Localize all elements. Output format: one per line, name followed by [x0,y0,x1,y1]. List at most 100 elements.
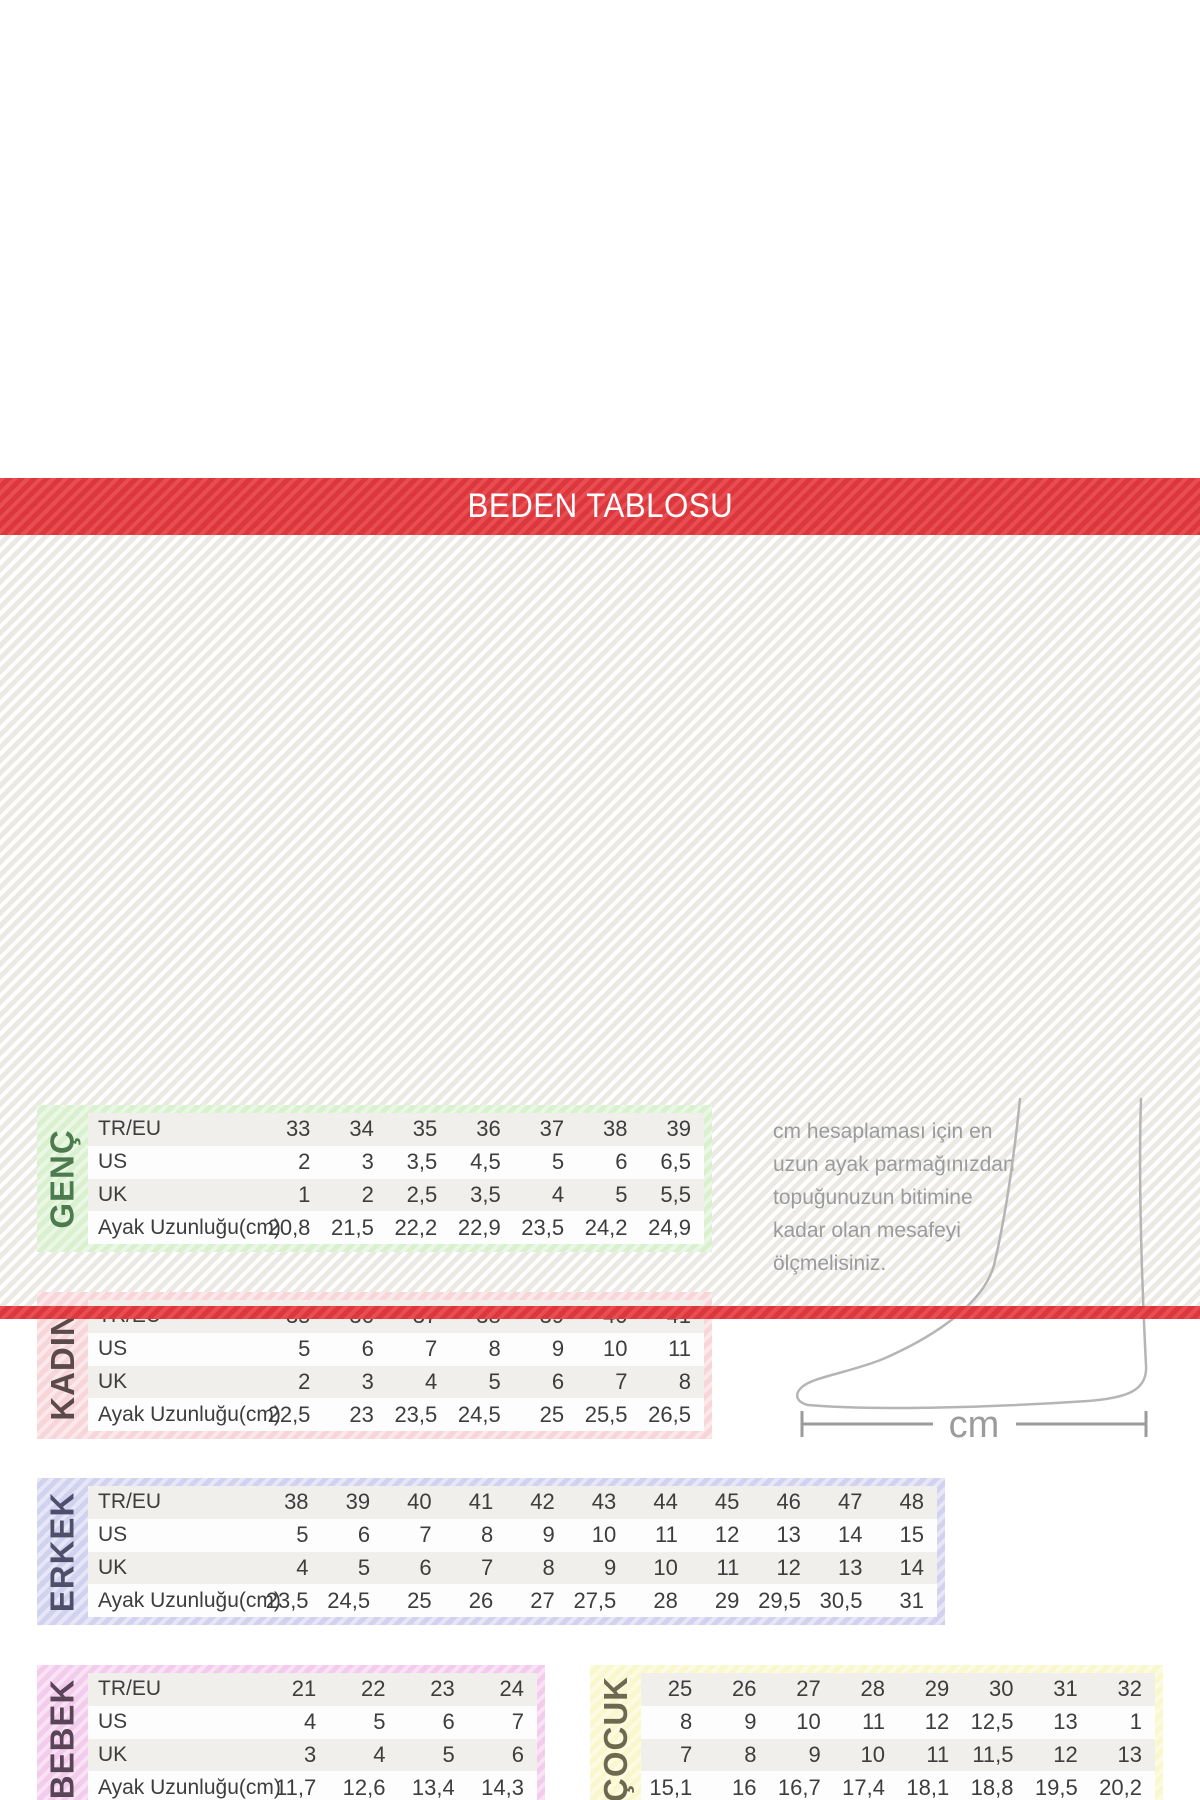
size-cell: 7 [680,1741,693,1767]
size-cell: 41 [468,1489,494,1515]
row-cells: 22,5 23 23,5 24,5 25 25,5 26,5 [260,1398,704,1431]
table-row: TR/EU 33 34 35 36 37 38 39 [88,1113,704,1146]
size-cell: 6 [361,1336,374,1362]
size-cell: 14,3 [481,1774,524,1800]
size-cell: 10 [653,1554,678,1580]
instruction-line: kadar olan mesafeyi [773,1219,961,1242]
row-cells: 33 34 35 36 37 38 39 [260,1113,704,1146]
size-cell: 6 [419,1554,432,1580]
size-grid: TR/EU 21 22 23 24 US 4 5 6 7 UK 3 4 5 6 Ayak Uzun… [88,1673,537,1800]
size-cell: 8 [488,1336,501,1362]
size-cell: 22,5 [267,1401,311,1427]
table-row: 8 9 10 11 12 12,5 13 1 [641,1705,1155,1739]
row-cells: 2 3 4 5 6 7 8 [260,1366,704,1399]
row-cells: 8 9 10 11 12 12,5 13 1 [641,1706,1155,1739]
size-cell: 25 [539,1401,565,1427]
size-cell: 27 [796,1676,821,1702]
size-cell: 40 [407,1489,432,1515]
size-cell: 13 [1053,1709,1078,1735]
row-cells: 15,1 16 16,7 17,4 18,1 18,8 19,5 20,2 [641,1771,1155,1800]
size-cell: 18,1 [906,1774,950,1800]
table-row: US 2 3 3,5 4,5 5 6 6,5 [88,1145,704,1179]
table-row: US 5 6 7 8 9 10 11 [88,1332,704,1366]
size-cell: 22,2 [394,1214,438,1240]
table-row: TR/EU 38 39 40 41 42 43 44 45 46 47 48 [88,1486,937,1519]
row-cells: 25 26 27 28 29 30 31 32 [641,1673,1155,1706]
size-cell: 9 [551,1336,565,1362]
size-cell: 9 [604,1554,617,1580]
size-table-cocuk: ÇOCUK 25 26 27 28 29 30 31 32 8 9 10 11 12 12,5 13 1 7… [590,1665,1163,1800]
page-title: BEDEN TABLOSU [467,487,733,525]
size-cell: 8 [680,1709,693,1735]
row-cells: 2 3 3,5 4,5 5 6 6,5 [260,1146,704,1179]
measure-line [800,1411,1148,1437]
measurement-instruction: cm hesaplaması için en uzun ayak parmağı… [773,1115,1063,1280]
row-label: UK [98,1555,128,1579]
size-cell: 8 [744,1741,757,1767]
size-cell: 9 [744,1709,757,1735]
instruction-line: topuğunuzun bitimine [773,1186,973,1209]
row-label: Ayak Uzunluğu(cm) [98,1402,281,1426]
size-cell: 9 [542,1522,555,1548]
size-table-genc: GENÇ TR/EU 33 34 35 36 37 38 39 US 2 3 3,5 4,5 5 6 6… [37,1105,712,1252]
size-cell: 42 [530,1489,555,1515]
size-cell: 24,5 [457,1401,501,1427]
size-cell: 23,5 [521,1214,565,1240]
size-cell: 25 [667,1676,693,1702]
size-cell: 44 [653,1489,678,1515]
size-cell: 23,5 [394,1401,438,1427]
size-cell: 4 [296,1554,309,1580]
size-cell: 23,5 [265,1587,309,1613]
size-cell: 4,5 [470,1149,501,1175]
table-row: Ayak Uzunluğu(cm) 22,5 23 23,5 24,5 25 25,5 26… [88,1398,704,1431]
instruction-line: ölçmelisiniz. [773,1252,887,1275]
size-cell: 24 [499,1676,524,1702]
size-cell: 5,5 [660,1181,691,1207]
content-area: GENÇ TR/EU 33 34 35 36 37 38 39 US 2 3 3,5 4,5 5 6 6… [0,535,1200,1800]
size-cell: 7 [480,1554,494,1580]
row-cells: 20,8 21,5 22,2 22,9 23,5 24,2 24,9 [260,1211,704,1244]
group-label-genc: GENÇ [37,1113,88,1244]
size-grid: 25 26 27 28 29 30 31 32 8 9 10 11 12 12,5 13 1 7 8 9 10 11… [641,1673,1155,1800]
size-cell: 5 [296,1522,309,1548]
group-label-text: GENÇ [43,1128,81,1229]
size-cell: 7 [511,1709,524,1735]
size-cell: 2 [298,1368,311,1394]
size-cell: 5 [615,1181,628,1207]
size-cell: 38 [284,1489,309,1515]
instruction-line: cm hesaplaması için en [773,1120,993,1143]
row-label: UK [98,1742,128,1766]
size-cell: 35 [412,1116,438,1142]
row-cells: 5 6 7 8 9 10 11 12 13 14 15 [260,1519,937,1552]
size-cell: 11,5 [972,1741,1014,1767]
row-label: US [98,1337,128,1361]
size-cell: 22 [361,1676,386,1702]
table-row: 15,1 16 16,7 17,4 18,1 18,8 19,5 20,2 [641,1771,1155,1800]
size-cell: 4 [551,1181,565,1207]
table-row: 25 26 27 28 29 30 31 32 [641,1673,1155,1706]
size-cell: 6 [511,1741,524,1767]
size-cell: 11 [668,1336,691,1362]
size-cell: 4 [304,1709,317,1735]
row-label: TR/EU [98,1677,161,1701]
table-row: UK 3 4 5 6 [88,1738,537,1772]
size-cell: 12,6 [342,1774,386,1800]
size-cell: 14 [899,1554,925,1580]
size-cell: 29 [924,1676,950,1702]
group-label-cocuk: ÇOCUK [590,1673,641,1800]
table-row: US 4 5 6 7 [88,1705,537,1739]
measure-unit-label: cm [949,1404,1000,1445]
row-cells: 7 8 9 10 11 11,5 12 13 [641,1739,1155,1772]
size-cell: 16 [732,1774,757,1800]
size-cell: 28 [653,1587,678,1613]
size-cell: 13 [1117,1741,1142,1767]
size-cell: 33 [285,1116,311,1142]
size-cell: 43 [591,1489,617,1515]
size-cell: 12 [924,1709,950,1735]
size-cell: 34 [349,1116,374,1142]
size-cell: 26 [732,1676,757,1702]
table-row: UK 4 5 6 7 8 9 10 11 12 13 14 [88,1551,937,1585]
size-cell: 36 [476,1116,501,1142]
